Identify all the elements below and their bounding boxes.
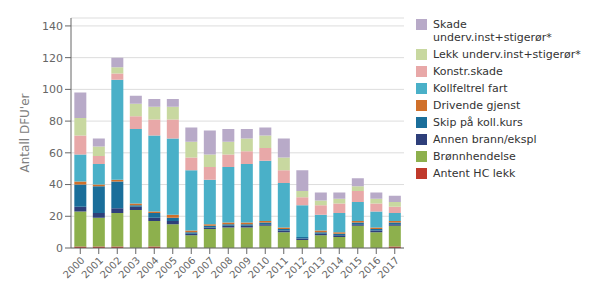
svg-text:2006: 2006 [171, 254, 198, 281]
html-text:Lekk underv.inst+stigerør*: Lekk underv.inst+stigerør* [433, 48, 581, 61]
svg-text:2010: 2010 [245, 254, 272, 281]
svg-text:80: 80 [49, 115, 63, 128]
svg-text:2017: 2017 [375, 255, 401, 281]
svg-text:2004: 2004 [134, 254, 161, 281]
svg-text:40: 40 [49, 178, 63, 191]
svg-text:2015: 2015 [338, 254, 365, 281]
svg-text:2005: 2005 [153, 254, 180, 281]
html-text:Skade underv.inst+stigerør*: Skade underv.inst+stigerør* [433, 18, 552, 44]
svg-text:2002: 2002 [97, 254, 124, 281]
svg-text:2011: 2011 [264, 254, 291, 281]
svg-text:2013: 2013 [301, 254, 328, 281]
svg-text:60: 60 [49, 147, 63, 160]
svg-text:120: 120 [42, 52, 63, 65]
svg-text:2001: 2001 [79, 254, 106, 281]
html-text:Drivende gjenst: Drivende gjenst [433, 99, 521, 112]
svg-text:20: 20 [49, 210, 63, 223]
html-text:Antent HC lekk: Antent HC lekk [433, 167, 516, 180]
svg-text:2007: 2007 [190, 254, 217, 281]
html-text:Brønnhendelse: Brønnhendelse [433, 150, 516, 163]
svg-text:2012: 2012 [282, 254, 309, 281]
svg-text:100: 100 [42, 83, 63, 96]
svg-text:2000: 2000 [60, 254, 87, 281]
svg-text:0: 0 [56, 242, 63, 255]
html-text:Annen brann/ekspl: Annen brann/ekspl [433, 133, 537, 146]
svg-text:2003: 2003 [116, 254, 143, 281]
html-text:Kollfeltrel fart: Kollfeltrel fart [433, 82, 508, 95]
svg-text:2009: 2009 [227, 254, 254, 281]
svg-text:140: 140 [42, 20, 63, 33]
svg-text:2008: 2008 [208, 254, 235, 281]
svg-text:Antall DFU'er: Antall DFU'er [18, 93, 32, 172]
html-text:Skip på koll.kurs: Skip på koll.kurs [433, 116, 523, 129]
html-text:Konstr.skade: Konstr.skade [433, 65, 503, 78]
svg-text:2016: 2016 [356, 254, 383, 281]
svg-text:2014: 2014 [319, 254, 346, 281]
